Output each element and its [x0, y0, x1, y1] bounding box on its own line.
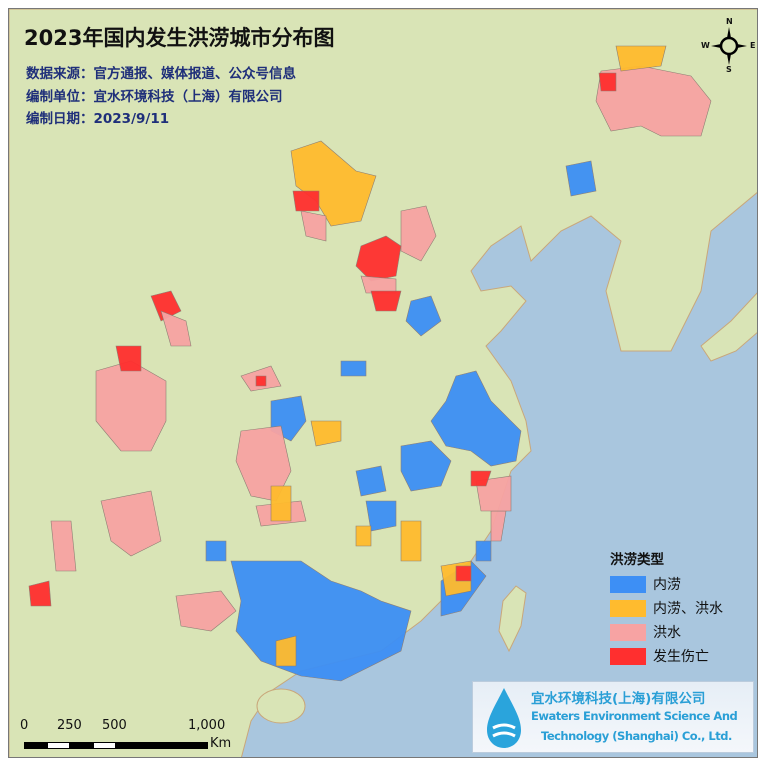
legend-label: 发生伤亡 [653, 649, 709, 665]
legend-swatch [610, 599, 646, 617]
company-logo-panel: 宜水环境科技(上海)有限公司 Ewaters Environment Scien… [472, 681, 754, 753]
region-waterlogging-flood [275, 635, 297, 667]
scale-segment [24, 742, 47, 749]
region-casualties [255, 375, 267, 387]
north-arrow-compass: N S W E [701, 17, 756, 74]
scale-segment [116, 742, 208, 749]
region-flood [490, 510, 507, 542]
region-waterlogging [405, 295, 442, 337]
compile-date: 编制日期：2023/9/11 [26, 111, 170, 127]
data-source: 数据来源：官方通报、媒体报道、公众号信息 [26, 66, 296, 82]
legend-item: 内涝 [610, 572, 723, 596]
region-waterlogging-flood [400, 520, 422, 562]
region-waterlogging [430, 370, 522, 467]
legend-title: 洪涝类型 [610, 552, 664, 568]
region-flood [300, 210, 327, 242]
compass-w: W [701, 41, 710, 50]
region-waterlogging-flood [355, 525, 372, 547]
region-waterlogging [355, 465, 387, 497]
scale-tick: 500 [102, 718, 127, 733]
region-flood [50, 520, 77, 572]
scale-segment [70, 742, 93, 749]
scale-segment [93, 742, 116, 749]
region-flood [100, 490, 162, 557]
flood-regions [28, 45, 712, 682]
scale-bar: 0 250 500 1,000 Km [20, 718, 250, 758]
map-frame: N S W E [8, 8, 758, 758]
hainan-island [256, 688, 306, 724]
region-waterlogging-flood [270, 485, 292, 522]
compiler: 编制单位：宜水环境科技（上海）有限公司 [26, 89, 283, 105]
legend: 洪涝类型 内涝 内涝、洪水 洪水 发生伤亡 [610, 548, 723, 668]
compass-icon [711, 27, 747, 65]
region-flood [595, 65, 712, 137]
compass-n: N [726, 17, 733, 26]
scale-tick: 250 [57, 718, 82, 733]
region-flood [160, 310, 192, 347]
region-flood [400, 205, 437, 262]
region-casualties [292, 190, 320, 212]
scale-tick: 0 [20, 718, 29, 733]
legend-item: 发生伤亡 [610, 644, 723, 668]
region-casualties [370, 290, 402, 312]
logo-name-en-1: Ewaters Environment Science And [531, 709, 738, 723]
legend-swatch [610, 647, 646, 665]
scale-tick: 1,000 [188, 718, 226, 733]
region-waterlogging-flood [615, 45, 667, 72]
legend-label: 洪水 [653, 625, 681, 641]
legend-item: 洪水 [610, 620, 723, 644]
japan-islands [700, 292, 757, 362]
compass-s: S [726, 65, 732, 74]
taiwan-island [498, 585, 527, 653]
region-waterlogging [565, 160, 597, 197]
region-flood [360, 275, 397, 294]
legend-label: 内涝、洪水 [653, 601, 723, 617]
region-waterlogging [475, 540, 492, 562]
legend-item: 内涝、洪水 [610, 596, 723, 620]
map-canvas [9, 9, 757, 757]
legend-swatch [610, 623, 646, 641]
region-waterlogging [400, 440, 452, 492]
logo-name-en-2: Technology (Shanghai) Co., Ltd. [541, 729, 732, 743]
region-waterlogging [205, 540, 227, 562]
scale-segment [47, 742, 70, 749]
water-drop-logo-icon [487, 688, 521, 748]
region-casualties [150, 290, 182, 322]
compass-e: E [750, 41, 756, 50]
region-casualties [470, 470, 492, 487]
region-casualties [115, 345, 142, 372]
map-title: 2023年国内发生洪涝城市分布图 [24, 26, 335, 50]
region-waterlogging-flood [310, 420, 342, 447]
legend-swatch [610, 575, 646, 593]
region-casualties [598, 72, 617, 92]
region-casualties [355, 235, 402, 282]
region-waterlogging [340, 360, 367, 377]
region-casualties [28, 580, 52, 607]
region-casualties [455, 565, 472, 582]
legend-label: 内涝 [653, 577, 681, 593]
scale-unit: Km [210, 736, 232, 751]
logo-name-cn: 宜水环境科技(上海)有限公司 [531, 691, 706, 707]
region-waterlogging [365, 500, 397, 532]
region-flood [175, 590, 237, 632]
